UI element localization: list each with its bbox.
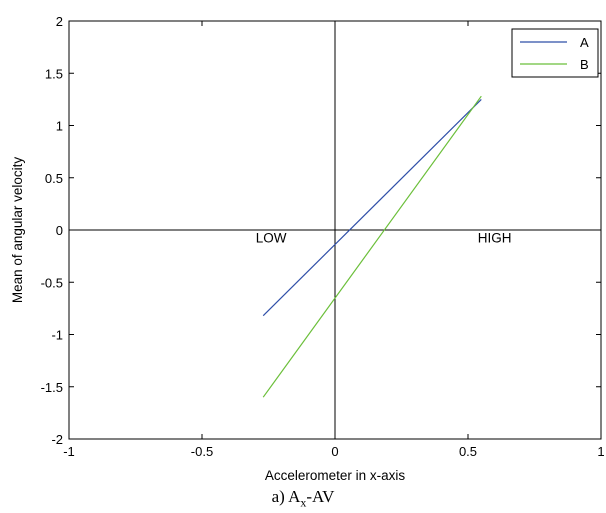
- annotation-low: LOW: [256, 231, 287, 246]
- reference-lines: [69, 21, 601, 439]
- caption-subscript: x: [300, 495, 307, 510]
- y-tick-label: 1: [56, 119, 63, 134]
- series-line-A: [262, 98, 482, 317]
- y-axis-title: Mean of angular velocity: [10, 157, 25, 304]
- series-line-B: [262, 95, 482, 398]
- series-lines: [262, 95, 482, 398]
- legend: AB: [511, 28, 599, 78]
- y-tick-label: 0: [56, 223, 63, 238]
- figure-caption: a) Ax-AV: [0, 487, 606, 510]
- annotations: LOW HIGH: [256, 231, 512, 246]
- x-tick-label: -1: [63, 444, 75, 459]
- x-tick-labels: -1 -0.5 0 0.5 1: [63, 444, 604, 459]
- y-tick-labels: -2 -1.5 -1 -0.5 0 0.5 1 1.5 2: [41, 14, 63, 447]
- x-tick-label: 0.5: [459, 444, 477, 459]
- y-tick-label: 2: [56, 14, 63, 29]
- x-tick-label: -0.5: [191, 444, 213, 459]
- y-tick-label: -2: [51, 432, 63, 447]
- y-tick-label: -1.5: [41, 380, 63, 395]
- x-axis-title: Accelerometer in x-axis: [265, 468, 406, 483]
- legend-box: [511, 28, 599, 78]
- legend-label-B: B: [580, 57, 589, 72]
- legend-label-A: A: [580, 35, 589, 50]
- y-tick-label: -0.5: [41, 275, 63, 290]
- annotation-high: HIGH: [478, 231, 512, 246]
- y-tick-label: -1: [51, 328, 63, 343]
- x-tick-label: 0: [331, 444, 338, 459]
- y-tick-label: 1.5: [45, 66, 63, 81]
- axis-ticks: [68, 20, 602, 440]
- caption-prefix: a) A: [271, 487, 301, 506]
- caption-suffix: -AV: [306, 487, 335, 506]
- y-tick-label: 0.5: [45, 171, 63, 186]
- x-tick-label: 1: [597, 444, 604, 459]
